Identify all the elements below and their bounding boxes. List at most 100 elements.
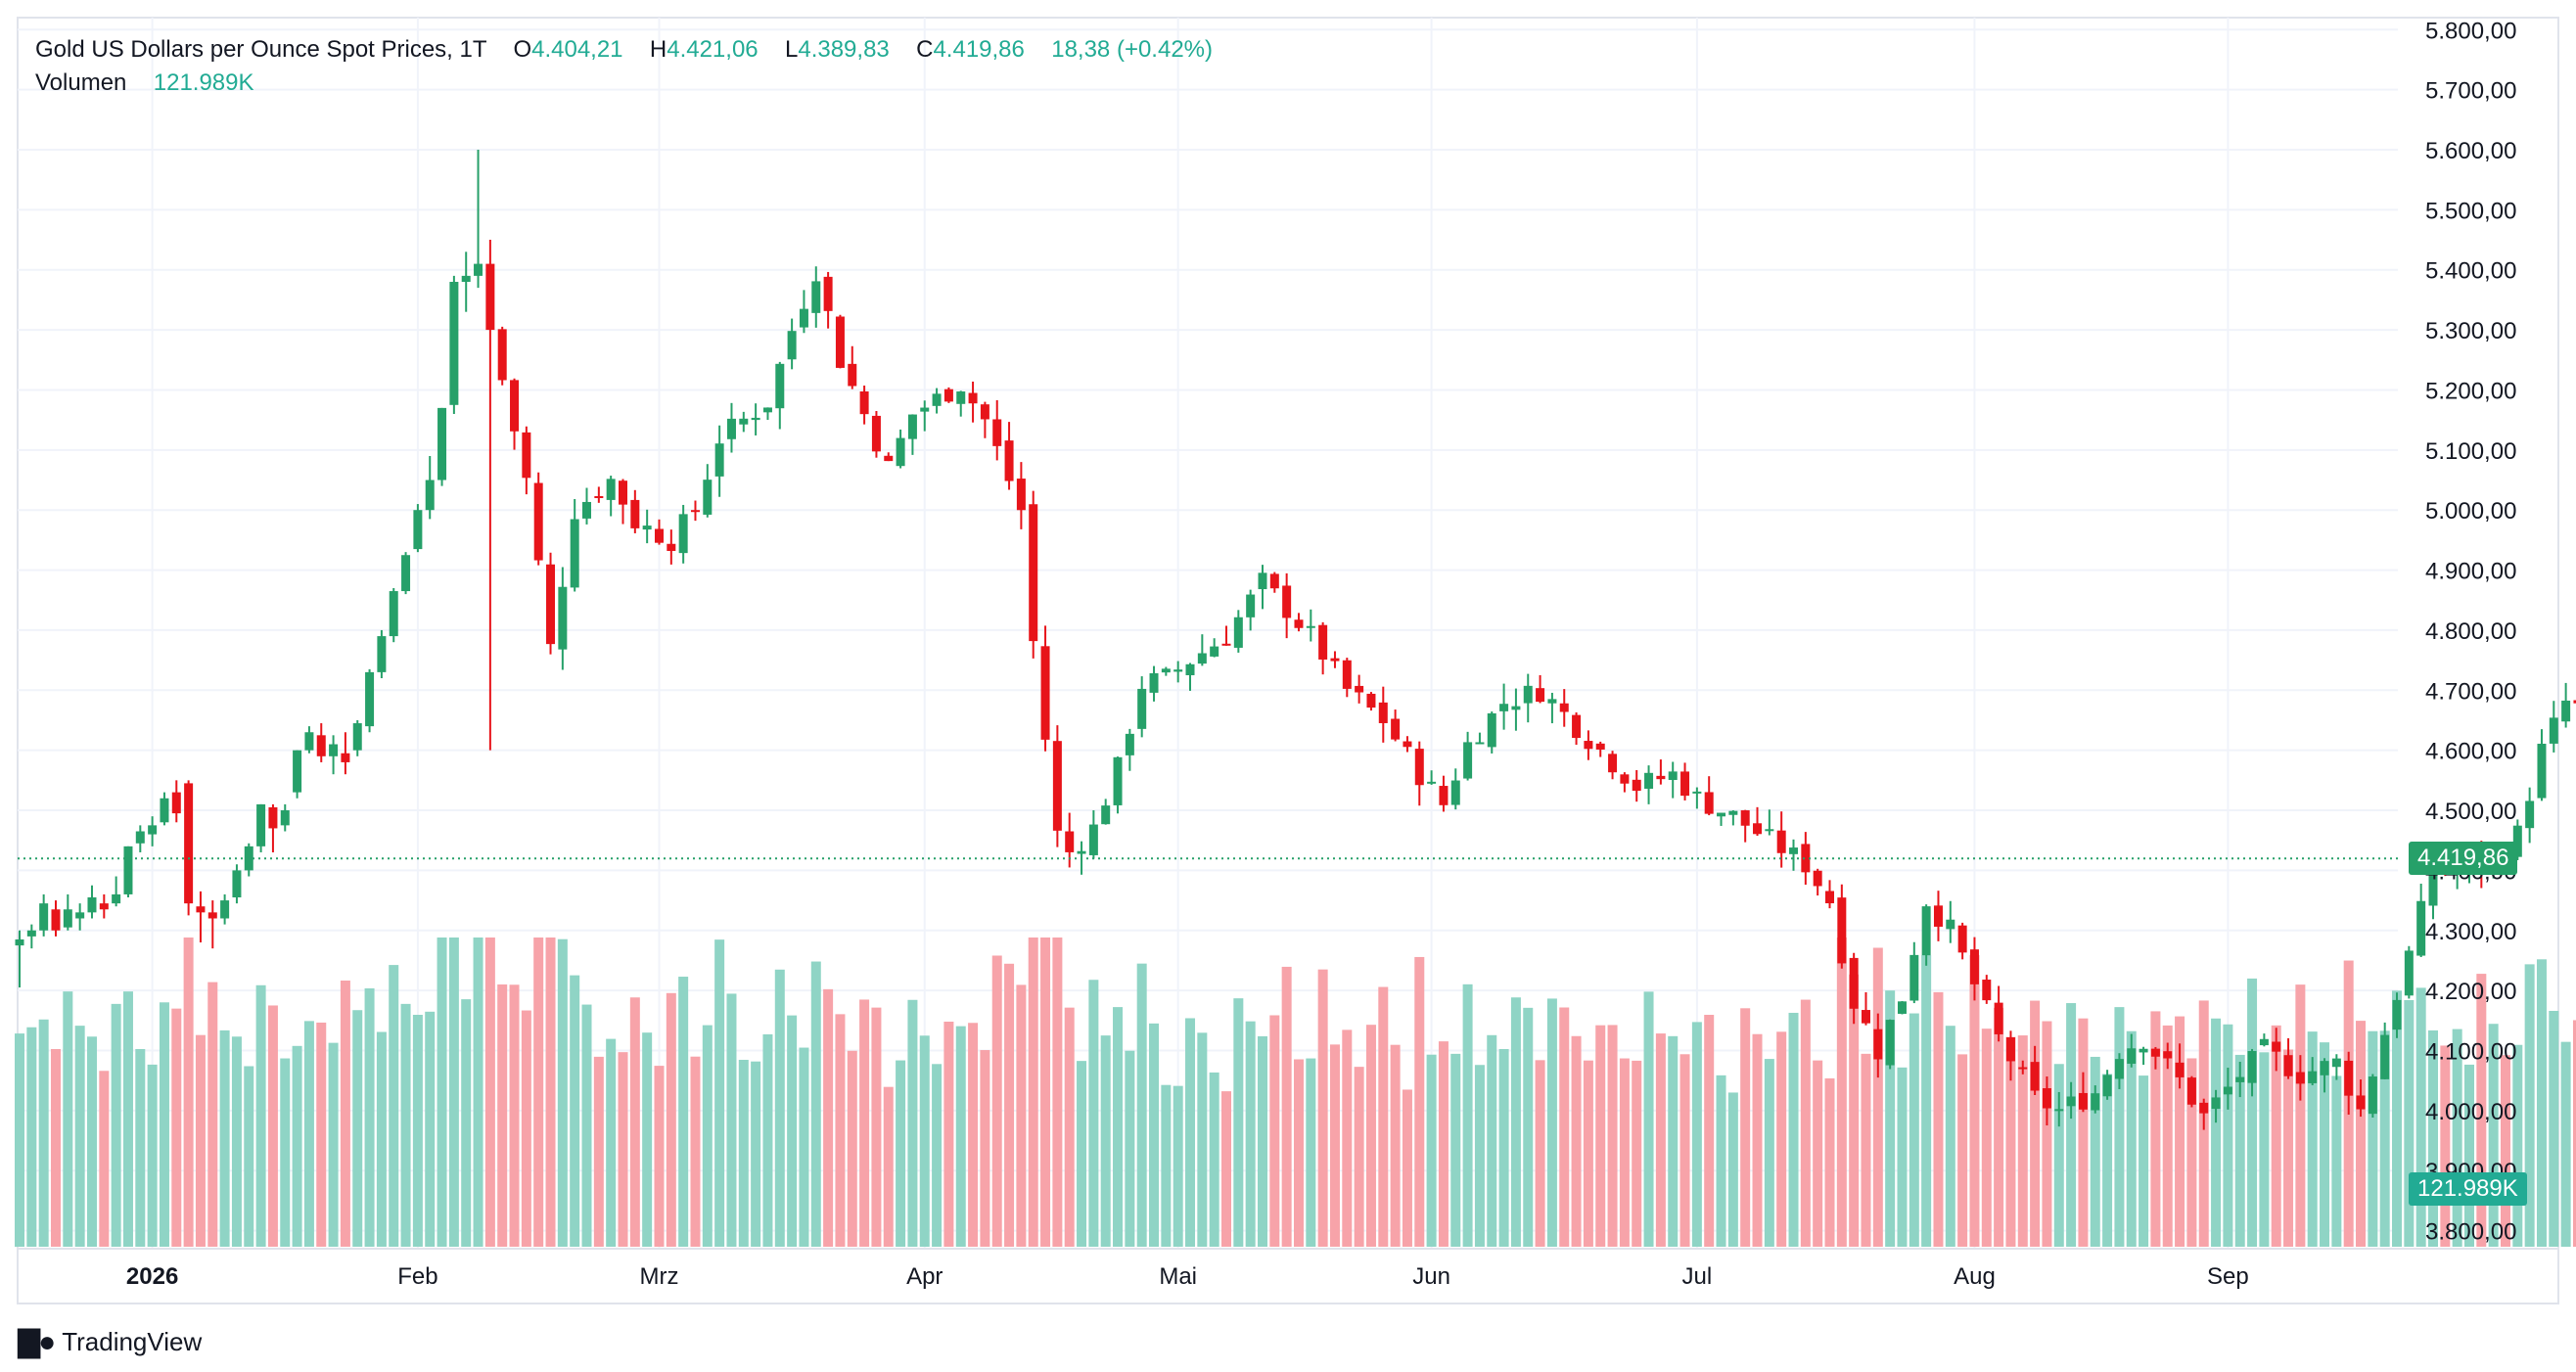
candle-body[interactable] — [2308, 1071, 2318, 1083]
candle-body[interactable] — [726, 418, 736, 439]
candle-body[interactable] — [546, 564, 556, 645]
candle-body[interactable] — [619, 480, 627, 505]
candle-body[interactable] — [510, 380, 520, 432]
candle-body[interactable] — [1414, 749, 1424, 786]
candle-body[interactable] — [956, 391, 966, 404]
candle-body[interactable] — [2525, 800, 2535, 829]
candle-body[interactable] — [2127, 1048, 2137, 1064]
candle-body[interactable] — [2018, 1067, 2028, 1070]
candle-body[interactable] — [2259, 1038, 2269, 1046]
candle-body[interactable] — [1982, 980, 1992, 1001]
candle-body[interactable] — [848, 363, 857, 387]
candle-body[interactable] — [630, 499, 640, 528]
candle-body[interactable] — [2512, 825, 2522, 857]
candle-body[interactable] — [1897, 1001, 1907, 1014]
candle-body[interactable] — [1728, 810, 1738, 815]
candle-body[interactable] — [2150, 1048, 2160, 1057]
candle-body[interactable] — [1547, 699, 1557, 704]
candle-body[interactable] — [2272, 1041, 2281, 1052]
candle-body[interactable] — [485, 263, 495, 331]
candle-body[interactable] — [1909, 954, 1919, 1001]
candle-body[interactable] — [1933, 905, 1943, 927]
candle-body[interactable] — [2295, 1072, 2305, 1084]
candle-body[interactable] — [220, 900, 230, 919]
candle-body[interactable] — [2175, 1062, 2185, 1077]
candle-body[interactable] — [1185, 663, 1195, 675]
candle-body[interactable] — [1765, 829, 1774, 832]
candle-body[interactable] — [1487, 712, 1496, 748]
candle-body[interactable] — [2054, 1109, 2064, 1112]
candle-body[interactable] — [811, 281, 821, 313]
candle-body[interactable] — [112, 893, 121, 904]
candle-body[interactable] — [1088, 824, 1098, 855]
candle-body[interactable] — [293, 750, 302, 793]
candle-body[interactable] — [594, 495, 604, 498]
candle-body[interactable] — [75, 912, 85, 919]
candle-body[interactable] — [135, 831, 145, 844]
candle-body[interactable] — [2186, 1077, 2196, 1105]
candle-body[interactable] — [606, 479, 616, 500]
candle-body[interactable] — [171, 792, 181, 814]
candle-body[interactable] — [2114, 1059, 2124, 1079]
candle-body[interactable] — [703, 480, 713, 515]
candle-body[interactable] — [1173, 669, 1183, 672]
candle-body[interactable] — [2344, 1060, 2354, 1096]
candle-body[interactable] — [992, 419, 1002, 446]
candle-body[interactable] — [1921, 906, 1931, 956]
candle-body[interactable] — [256, 803, 266, 846]
candle-body[interactable] — [268, 806, 278, 829]
candle-body[interactable] — [1342, 660, 1352, 689]
candle-body[interactable] — [1052, 741, 1062, 831]
candle-body[interactable] — [739, 418, 749, 425]
candle-body[interactable] — [2223, 1086, 2232, 1095]
candle-body[interactable] — [2404, 950, 2414, 996]
candle-body[interactable] — [1427, 781, 1437, 784]
candle-body[interactable] — [497, 329, 507, 381]
candle-body[interactable] — [1137, 688, 1147, 729]
candle-body[interactable] — [1378, 702, 1388, 723]
candle-body[interactable] — [184, 783, 194, 904]
candle-body[interactable] — [1463, 742, 1473, 779]
candle-body[interactable] — [2066, 1096, 2076, 1107]
candle-body[interactable] — [39, 903, 49, 931]
candle-body[interactable] — [1680, 771, 1690, 797]
candle-body[interactable] — [1366, 693, 1376, 709]
candle-body[interactable] — [678, 514, 688, 554]
candle-body[interactable] — [2573, 700, 2576, 704]
candle-body[interactable] — [1994, 1002, 2003, 1034]
candle-body[interactable] — [522, 432, 531, 479]
candle-body[interactable] — [1837, 897, 1847, 964]
candle-body[interactable] — [425, 480, 435, 511]
candle-body[interactable] — [207, 912, 217, 919]
candle-body[interactable] — [377, 636, 387, 672]
candle-body[interactable] — [1873, 1029, 1883, 1060]
candle-body[interactable] — [413, 510, 423, 550]
candle-body[interactable] — [123, 846, 133, 894]
candle-body[interactable] — [1101, 805, 1111, 825]
candle-body[interactable] — [642, 526, 652, 530]
candle-body[interactable] — [2549, 717, 2558, 744]
candle-body[interactable] — [1439, 786, 1449, 805]
candle-body[interactable] — [2380, 1034, 2390, 1079]
candle-body[interactable] — [196, 906, 206, 913]
candle-body[interactable] — [1632, 779, 1641, 792]
candle-body[interactable] — [1885, 1020, 1895, 1066]
candle-body[interactable] — [2235, 1076, 2245, 1082]
candle-body[interactable] — [2102, 1075, 2112, 1097]
candle-body[interactable] — [99, 903, 109, 910]
candle-body[interactable] — [148, 825, 158, 835]
candle-body[interactable] — [2392, 999, 2402, 1030]
candle-body[interactable] — [2091, 1093, 2100, 1111]
price-axis[interactable]: 3.800,003.900,004.000,004.100,004.200,00… — [2425, 18, 2516, 1245]
candle-body[interactable] — [244, 846, 253, 871]
candle-body[interactable] — [1644, 772, 1654, 789]
candle-body[interactable] — [1040, 646, 1050, 740]
candle-body[interactable] — [1789, 847, 1799, 854]
candle-body[interactable] — [1523, 685, 1533, 704]
candle-body[interactable] — [775, 363, 785, 409]
candle-body[interactable] — [570, 519, 579, 588]
candle-body[interactable] — [304, 732, 314, 751]
candle-body[interactable] — [1330, 658, 1340, 662]
candle-body[interactable] — [1450, 780, 1460, 805]
candle-body[interactable] — [352, 723, 362, 751]
